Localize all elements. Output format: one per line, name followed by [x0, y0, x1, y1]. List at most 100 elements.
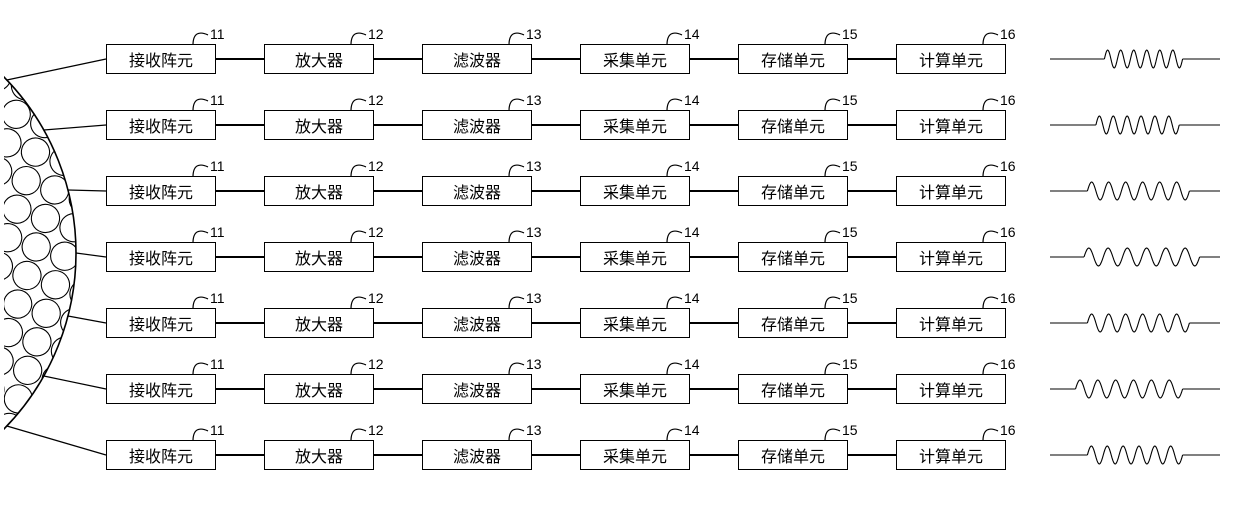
- callout-curl: [192, 96, 209, 112]
- connector: [532, 454, 580, 455]
- callout-label-15: 15: [842, 92, 858, 108]
- callout-label-15: 15: [842, 290, 858, 306]
- connector: [690, 454, 738, 455]
- connector: [848, 58, 896, 59]
- callout-label-13: 13: [526, 92, 542, 108]
- callout-label-13: 13: [526, 422, 542, 438]
- callout-curl: [982, 294, 999, 310]
- callout-label-16: 16: [1000, 26, 1016, 42]
- block-15: 存储单元: [738, 176, 848, 206]
- callout-label-16: 16: [1000, 224, 1016, 240]
- callout-curl: [824, 162, 841, 178]
- callout-label-14: 14: [684, 158, 700, 174]
- connector: [216, 454, 264, 455]
- block-14: 采集单元: [580, 440, 690, 470]
- block-15: 存储单元: [738, 440, 848, 470]
- block-11: 接收阵元: [106, 176, 216, 206]
- callout-label-13: 13: [526, 26, 542, 42]
- connector: [532, 190, 580, 191]
- connector: [532, 58, 580, 59]
- callout-label-11: 11: [210, 158, 225, 174]
- block-13: 滤波器: [422, 440, 532, 470]
- callout-label-11: 11: [210, 356, 225, 372]
- callout-label-13: 13: [526, 356, 542, 372]
- block-14: 采集单元: [580, 242, 690, 272]
- callout-label-14: 14: [684, 290, 700, 306]
- callout-curl: [824, 294, 841, 310]
- callout-curl: [350, 30, 367, 46]
- connector: [374, 190, 422, 191]
- callout-label-12: 12: [368, 422, 384, 438]
- connector: [532, 322, 580, 323]
- callout-label-15: 15: [842, 224, 858, 240]
- callout-curl: [508, 30, 525, 46]
- callout-curl: [350, 96, 367, 112]
- callout-label-14: 14: [684, 356, 700, 372]
- callout-label-15: 15: [842, 356, 858, 372]
- callout-curl: [508, 294, 525, 310]
- callout-curl: [824, 228, 841, 244]
- callout-curl: [824, 96, 841, 112]
- callout-curl: [192, 162, 209, 178]
- callout-label-11: 11: [210, 422, 225, 438]
- connector: [374, 124, 422, 125]
- callout-label-13: 13: [526, 158, 542, 174]
- block-16: 计算单元: [896, 110, 1006, 140]
- block-13: 滤波器: [422, 374, 532, 404]
- callout-curl: [824, 30, 841, 46]
- block-12: 放大器: [264, 374, 374, 404]
- callout-label-12: 12: [368, 26, 384, 42]
- block-15: 存储单元: [738, 308, 848, 338]
- connector: [532, 124, 580, 125]
- callout-label-16: 16: [1000, 356, 1016, 372]
- callout-curl: [982, 228, 999, 244]
- callout-label-16: 16: [1000, 158, 1016, 174]
- callout-curl: [508, 426, 525, 442]
- connector: [374, 58, 422, 59]
- callout-curl: [192, 294, 209, 310]
- callout-curl: [192, 228, 209, 244]
- output-waveform: [1050, 311, 1220, 335]
- block-13: 滤波器: [422, 110, 532, 140]
- block-15: 存储单元: [738, 374, 848, 404]
- block-16: 计算单元: [896, 176, 1006, 206]
- block-11: 接收阵元: [106, 44, 216, 74]
- output-waveform: [1050, 113, 1220, 137]
- callout-label-12: 12: [368, 356, 384, 372]
- block-12: 放大器: [264, 242, 374, 272]
- callout-curl: [982, 30, 999, 46]
- callout-curl: [666, 360, 683, 376]
- callout-curl: [666, 294, 683, 310]
- callout-curl: [508, 162, 525, 178]
- callout-label-13: 13: [526, 224, 542, 240]
- connector: [690, 58, 738, 59]
- callout-curl: [666, 96, 683, 112]
- block-11: 接收阵元: [106, 440, 216, 470]
- block-13: 滤波器: [422, 242, 532, 272]
- connector: [374, 322, 422, 323]
- callout-curl: [192, 30, 209, 46]
- connector: [848, 322, 896, 323]
- callout-curl: [192, 426, 209, 442]
- callout-label-15: 15: [842, 158, 858, 174]
- callout-curl: [350, 162, 367, 178]
- block-12: 放大器: [264, 110, 374, 140]
- connector: [690, 256, 738, 257]
- output-waveform: [1050, 443, 1220, 467]
- connector: [216, 124, 264, 125]
- connector: [848, 124, 896, 125]
- callout-label-15: 15: [842, 422, 858, 438]
- callout-label-12: 12: [368, 290, 384, 306]
- callout-curl: [666, 162, 683, 178]
- block-14: 采集单元: [580, 44, 690, 74]
- block-11: 接收阵元: [106, 308, 216, 338]
- output-waveform: [1050, 179, 1220, 203]
- block-16: 计算单元: [896, 308, 1006, 338]
- block-14: 采集单元: [580, 176, 690, 206]
- block-12: 放大器: [264, 44, 374, 74]
- block-12: 放大器: [264, 308, 374, 338]
- callout-label-16: 16: [1000, 422, 1016, 438]
- callout-curl: [982, 360, 999, 376]
- callout-curl: [982, 96, 999, 112]
- connector: [216, 190, 264, 191]
